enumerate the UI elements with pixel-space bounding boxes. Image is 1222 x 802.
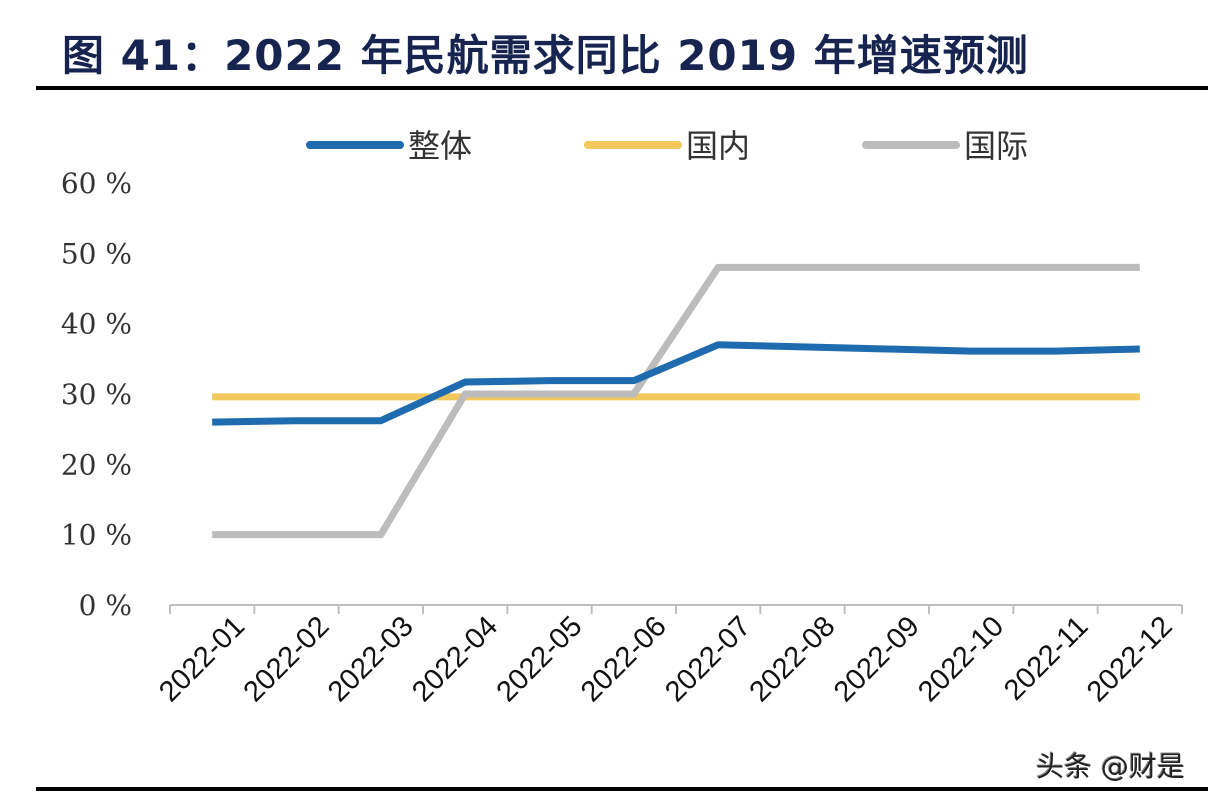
x-tick-label: 2022-02 bbox=[238, 610, 336, 708]
legend-label: 国内 bbox=[686, 127, 750, 165]
y-tick-label: 30 % bbox=[61, 378, 132, 411]
x-tick-label: 2022-12 bbox=[1081, 610, 1179, 708]
x-tick-label: 2022-07 bbox=[659, 610, 757, 708]
bottom-divider bbox=[36, 787, 1208, 791]
y-tick-label: 20 % bbox=[61, 448, 132, 481]
y-tick-label: 50 % bbox=[61, 237, 132, 270]
x-tick-label: 2022-04 bbox=[406, 610, 504, 708]
y-tick-label: 0 % bbox=[79, 589, 132, 622]
y-tick-label: 10 % bbox=[61, 519, 132, 552]
x-tick-label: 2022-09 bbox=[828, 610, 926, 708]
legend-label: 整体 bbox=[408, 127, 472, 165]
top-divider bbox=[36, 86, 1208, 90]
x-tick-label: 2022-01 bbox=[153, 610, 251, 708]
chart-title: 图 41：2022 年民航需求同比 2019 年增速预测 bbox=[62, 31, 1029, 80]
x-tick-label: 2022-11 bbox=[998, 610, 1094, 706]
watermark: 头条 @财是 bbox=[1036, 750, 1185, 783]
series-line-国际 bbox=[212, 263, 1140, 539]
x-tick-label: 2022-10 bbox=[912, 610, 1010, 708]
y-tick-label: 60 % bbox=[61, 167, 132, 200]
legend-label: 国际 bbox=[964, 127, 1028, 165]
y-tick-label: 40 % bbox=[61, 308, 132, 341]
x-tick-label: 2022-06 bbox=[575, 610, 673, 708]
x-tick-label: 2022-05 bbox=[491, 610, 589, 708]
x-tick-label: 2022-03 bbox=[322, 610, 420, 708]
x-tick-label: 2022-08 bbox=[744, 610, 842, 708]
series-line-整体 bbox=[212, 341, 1140, 426]
